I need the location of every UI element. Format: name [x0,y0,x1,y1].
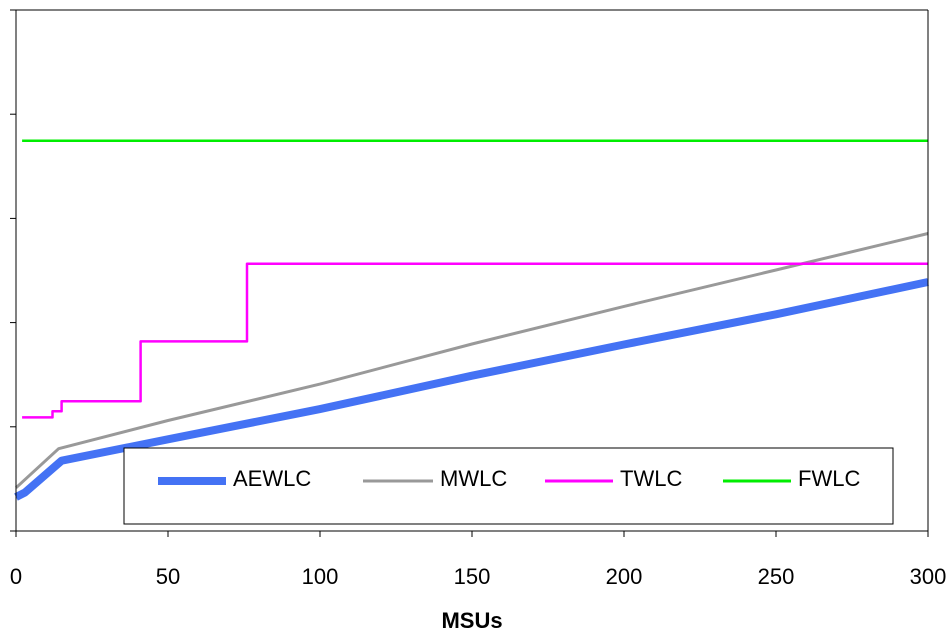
x-tick-label: 300 [910,564,947,589]
y-ticks [10,9,16,532]
series-line-mwlc [14,232,929,489]
x-tick-label: 250 [758,564,795,589]
legend: AEWLC MWLC TWLC FWLC [123,447,894,525]
x-tick-label: 200 [606,564,643,589]
legend-entry-mwlc: MWLC [363,466,507,491]
legend-label-twlc: TWLC [620,466,682,491]
x-ticks: 0 50 100 150 200 250 300 [10,531,946,589]
x-tick-label: 0 [10,564,22,589]
legend-label-mwlc: MWLC [440,466,507,491]
legend-box [123,447,894,525]
x-axis-title: MSUs [441,608,502,633]
series-line-aewlc [14,278,929,501]
x-tick-label: 100 [302,564,339,589]
legend-entry-aewlc: AEWLC [158,466,311,491]
legend-label-aewlc: AEWLC [233,466,311,491]
x-tick-label: 50 [156,564,180,589]
legend-label-fwlc: FWLC [798,466,860,491]
x-tick-label: 150 [454,564,491,589]
series-line-twlc [22,262,928,419]
legend-entry-twlc: TWLC [545,466,682,491]
legend-entry-fwlc: FWLC [723,466,860,491]
plot-lines [14,139,929,501]
